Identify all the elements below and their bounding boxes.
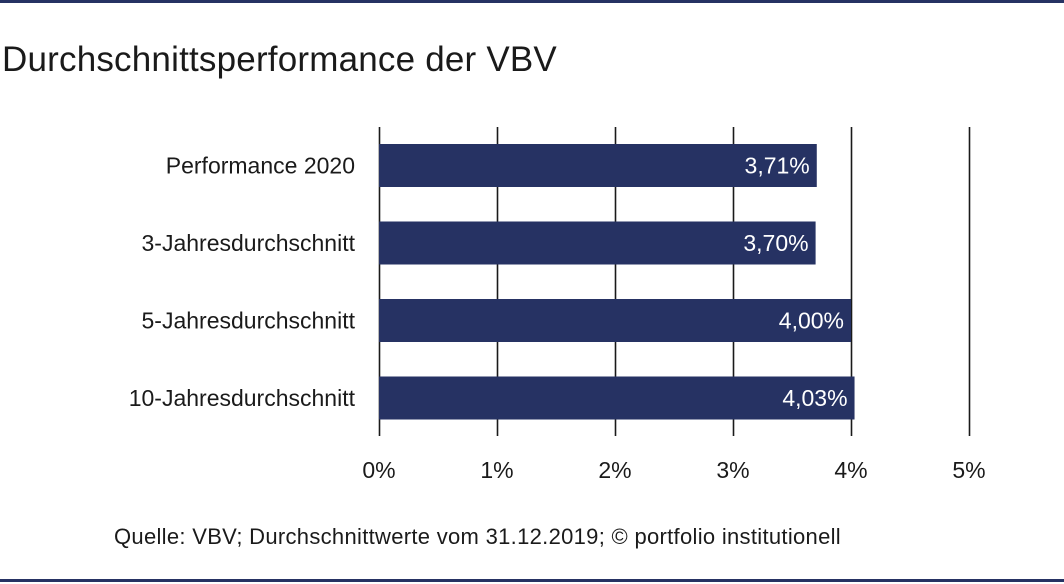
category-label: 3-Jahresdurchschnitt — [142, 230, 356, 256]
bottom-rule — [0, 579, 1064, 582]
bar — [379, 299, 851, 342]
bar — [379, 144, 817, 187]
x-tick-label: 3% — [716, 457, 749, 483]
bars — [379, 144, 855, 420]
chart-title: Durchschnittsperformance der VBV — [2, 40, 557, 79]
x-tick-label: 4% — [834, 457, 867, 483]
top-rule — [0, 0, 1064, 3]
source-note: Quelle: VBV; Durchschnittwerte vom 31.12… — [114, 524, 841, 549]
bar-value-label: 3,71% — [745, 153, 810, 179]
x-tick-label: 5% — [952, 457, 985, 483]
bar — [379, 221, 816, 265]
labels: 0% 1% 2% 3% 4% 5% 3,71% Performance 2020 3,70% 3-… — [129, 153, 986, 484]
x-tick-label: 0% — [362, 457, 395, 483]
category-label: Performance 2020 — [166, 153, 355, 179]
category-label: 5-Jahresdurchschnitt — [142, 308, 356, 334]
bar-value-label: 4,03% — [782, 385, 847, 411]
x-tick-label: 2% — [598, 457, 631, 483]
bar-value-label: 4,00% — [779, 308, 844, 334]
x-tick-label: 1% — [480, 457, 513, 483]
bar-value-label: 3,70% — [743, 230, 808, 256]
category-label: 10-Jahresdurchschnitt — [129, 385, 356, 411]
bar — [379, 376, 855, 420]
